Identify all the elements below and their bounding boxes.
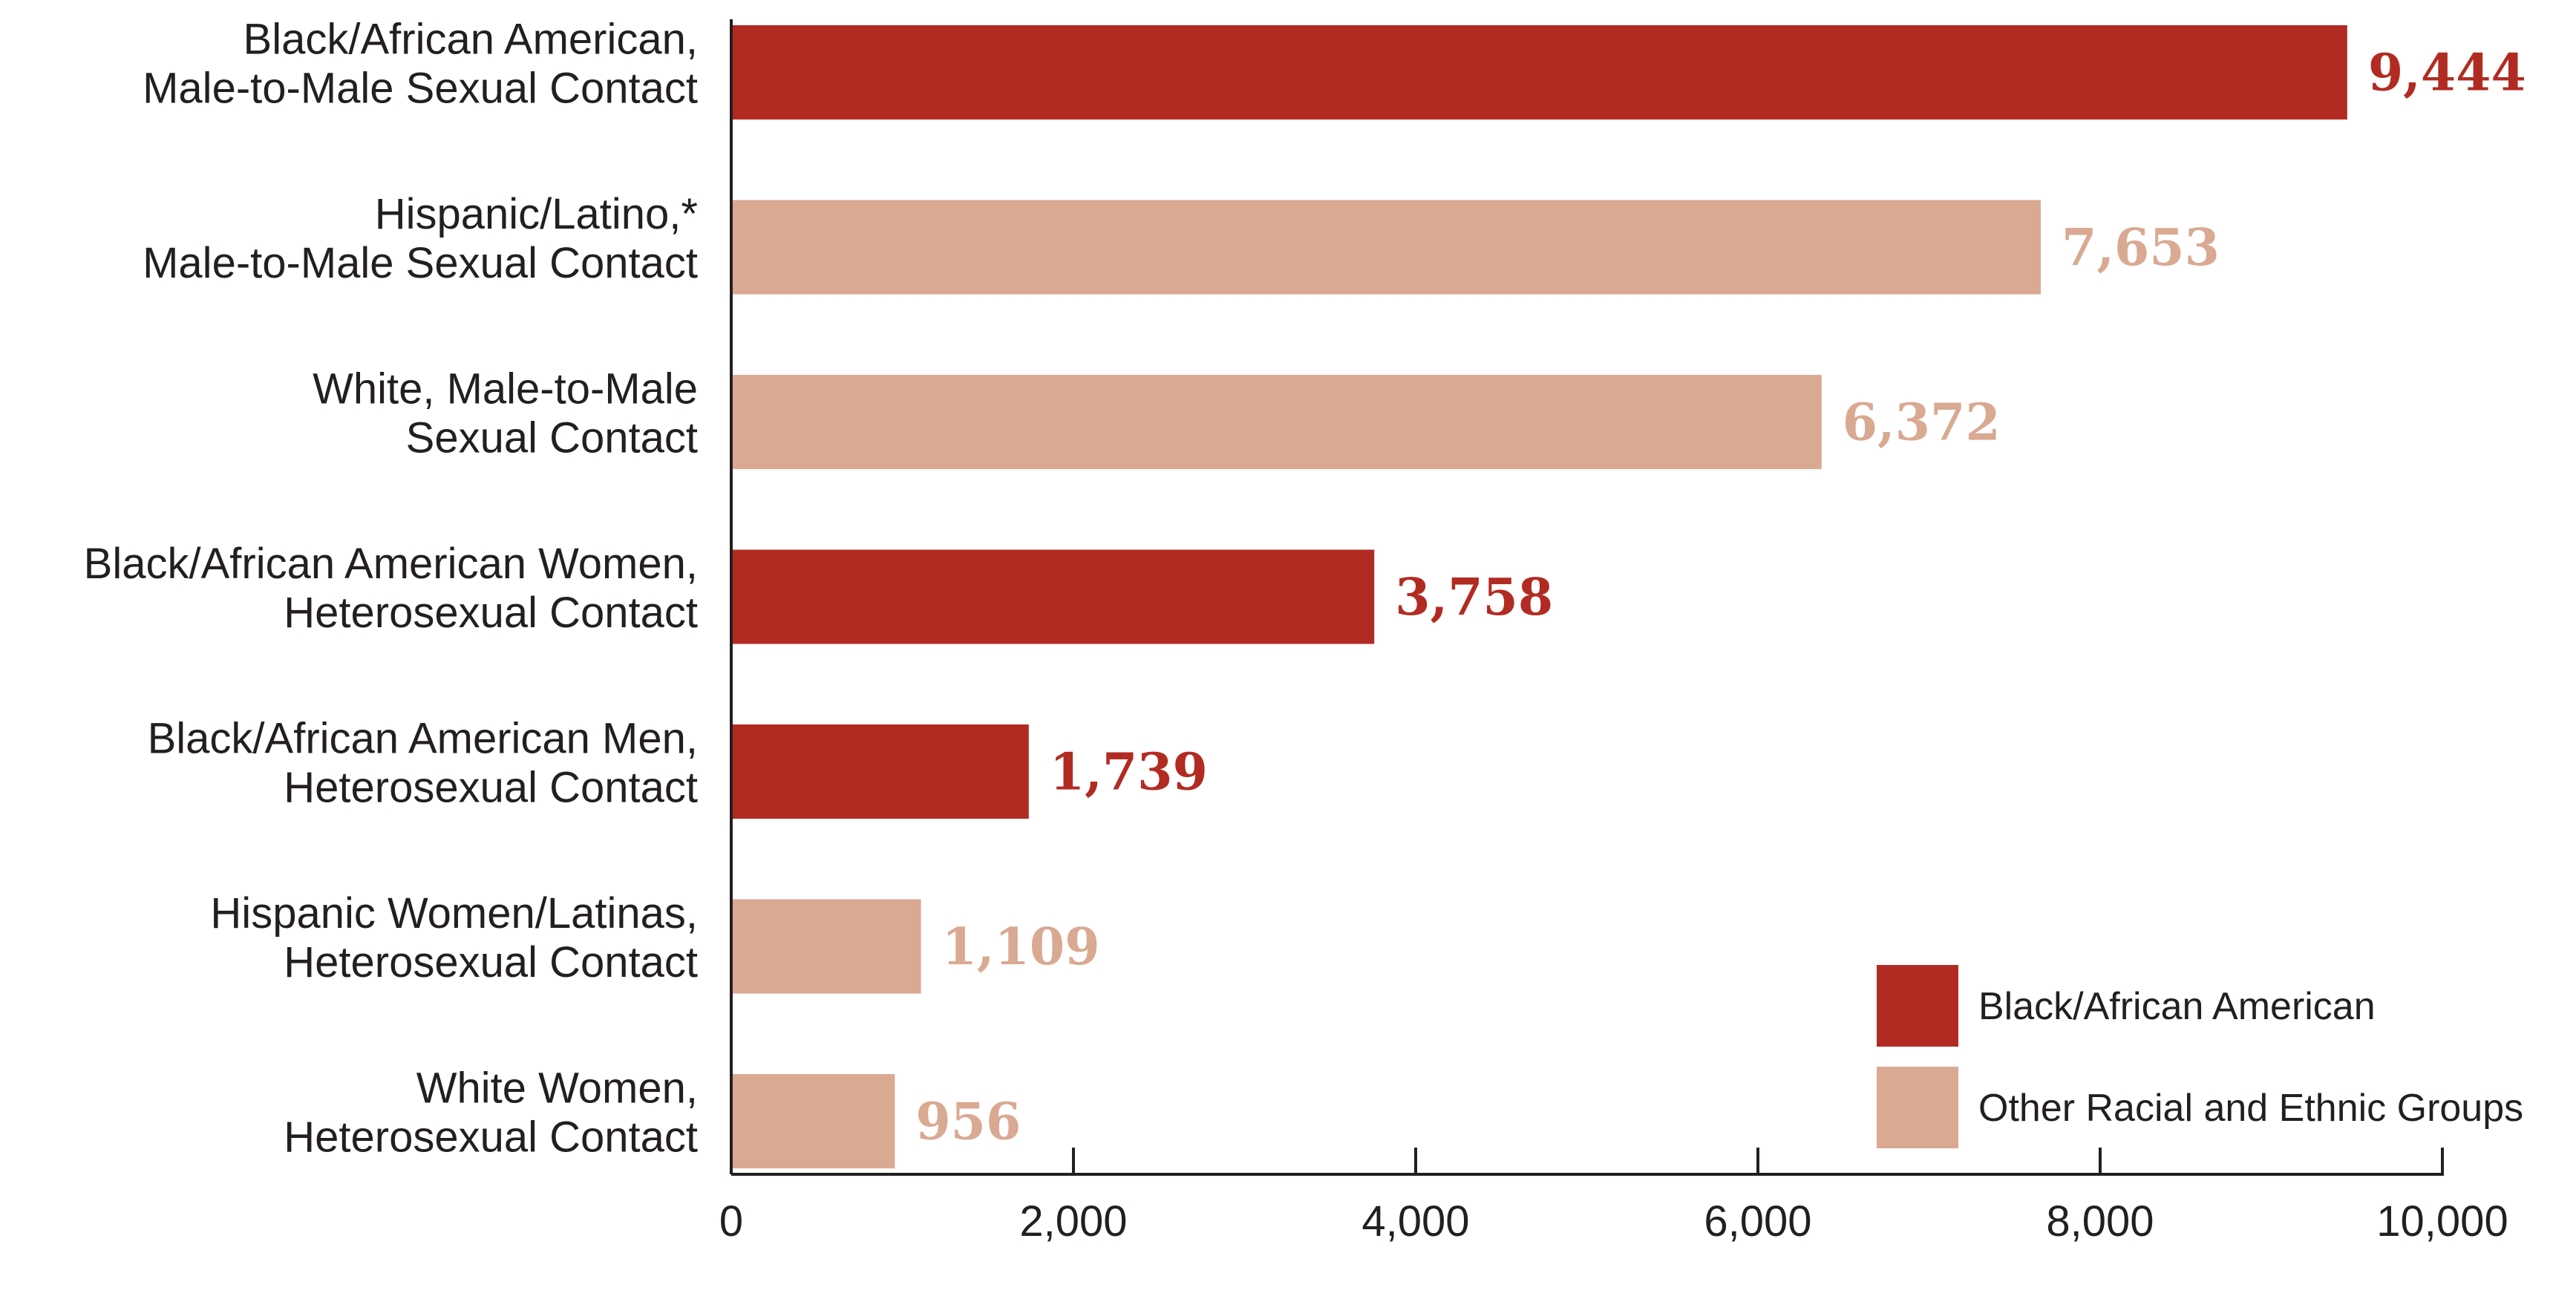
x-tick-label-5: 10,000 (2376, 1197, 2508, 1246)
x-axis: 0 2,000 4,000 6,000 8,000 10,000 (719, 19, 2508, 1246)
category-label-0: Black/African American, Male-to-Male Sexu… (143, 16, 698, 113)
bar-4 (731, 724, 1029, 819)
bars-group (731, 25, 2347, 1168)
category-label-1: Hispanic/Latino,* Male-to-Male Sexual Con… (143, 190, 698, 287)
value-label-1: 7,653 (2062, 218, 2220, 278)
value-label-0: 9,444 (2368, 44, 2526, 103)
x-tick-label-3: 6,000 (1704, 1197, 1811, 1246)
legend-swatch-0 (1877, 965, 1958, 1047)
bar-5 (731, 899, 921, 994)
category-label-5: Hispanic Women/Latinas, Heterosexual Cont… (210, 889, 698, 986)
category-labels-group: Black/African American, Male-to-Male Sexu… (84, 16, 698, 1162)
x-tick-label-0: 0 (719, 1197, 743, 1246)
bar-2 (731, 375, 1822, 469)
x-tick-label-2: 4,000 (1361, 1197, 1469, 1246)
bar-3 (731, 549, 1375, 644)
legend-swatch-1 (1877, 1067, 1958, 1148)
x-tick-label-4: 8,000 (2046, 1197, 2154, 1246)
value-label-2: 6,372 (1843, 393, 2001, 453)
legend-label-1: Other Racial and Ethnic Groups (1978, 1087, 2523, 1130)
value-label-6: 956 (915, 1093, 1021, 1152)
value-labels-group: 9,444 7,653 6,372 3,758 1,739 1,109 956 (915, 44, 2526, 1152)
bar-6 (731, 1074, 895, 1168)
value-label-4: 1,739 (1050, 743, 1208, 802)
x-tick-label-1: 2,000 (1019, 1197, 1127, 1246)
category-label-4: Black/African American Men, Heterosexual … (148, 715, 698, 812)
value-label-3: 3,758 (1395, 568, 1553, 627)
bar-1 (731, 200, 2041, 295)
bar-0 (731, 25, 2347, 120)
category-label-6: White Women, Heterosexual Contact (284, 1064, 698, 1162)
category-label-3: Black/African American Women, Heterosexua… (84, 540, 698, 637)
legend: Black/African American Other Racial and E… (1877, 965, 2523, 1148)
category-label-2: White, Male-to-Male Sexual Contact (313, 365, 698, 462)
legend-label-0: Black/African American (1978, 985, 2376, 1028)
value-label-5: 1,109 (942, 917, 1100, 977)
